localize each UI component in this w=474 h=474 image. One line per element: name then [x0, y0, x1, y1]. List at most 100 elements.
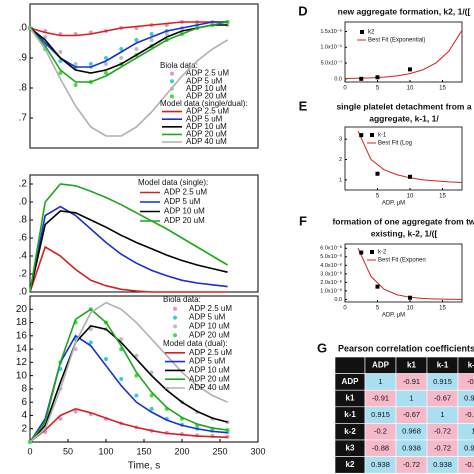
data-point	[164, 32, 169, 36]
legend-label: ADP 40 uM	[186, 137, 227, 146]
x-tick-label: 50	[63, 446, 73, 456]
y-tick-label: .9	[19, 53, 28, 64]
cell-value: 0.938	[433, 460, 452, 469]
cell-value: 0.968	[402, 427, 421, 436]
data-point	[58, 416, 63, 421]
legend-label: Best Fit (Exponen	[378, 258, 426, 264]
y-tick-label: .2	[19, 269, 28, 280]
x-tick-label: 200	[174, 446, 189, 456]
model-line	[29, 301, 228, 443]
plot-frame	[344, 21, 463, 83]
data-point	[134, 47, 139, 51]
y-tick-label: 1.0x10⁻⁶	[320, 44, 342, 51]
legend-label: ADP 5 uM	[189, 313, 226, 322]
model-line	[29, 27, 229, 137]
x-axis-label: ADP, μM	[382, 201, 405, 207]
legend-label: ADP 20 uM	[164, 216, 205, 225]
legend-label: ADP 2.5 uM	[186, 69, 229, 78]
plot-frame	[344, 126, 463, 191]
legend-label: ADP 10 uM	[164, 207, 205, 216]
data-point	[359, 76, 364, 81]
column-header: k1	[407, 360, 416, 369]
y-tick-label: 6.0x10⁻⁸	[320, 245, 342, 252]
model-line	[29, 407, 228, 443]
legend-marker	[370, 133, 374, 137]
legend-label: ADP 20 uM	[189, 330, 230, 339]
row-header: k3	[346, 443, 355, 452]
column-header: k-2	[468, 360, 474, 369]
y-tick-label: .0	[19, 287, 28, 298]
x-axis-label: Time, s	[128, 461, 160, 472]
y-tick-label: 0.0	[334, 297, 342, 303]
fit-line	[344, 29, 463, 80]
panel-letter: G	[317, 340, 327, 355]
legend-marker	[173, 324, 177, 329]
row-header: k2	[346, 460, 355, 469]
y-tick-label: 16	[16, 330, 28, 341]
cell-value: -0.2	[467, 377, 474, 386]
data-point	[408, 67, 412, 72]
legend-label: ADP 2.5 uM	[189, 304, 232, 313]
data-point	[73, 409, 78, 414]
data-point	[359, 250, 364, 255]
row-header: k-2	[344, 427, 356, 436]
legend-label: Best Fit (Log	[378, 141, 412, 147]
data-point	[58, 59, 63, 63]
cell-value: 1	[378, 377, 382, 386]
x-tick-label: 100	[98, 446, 113, 456]
data-point	[375, 75, 380, 80]
legend-label: ADP 20 uM	[186, 130, 227, 139]
data-point	[134, 38, 139, 42]
x-tick-label: 5	[376, 194, 380, 200]
panel-title: formation of one aggregate from tw	[332, 216, 474, 226]
legend-label: ADP 5 uM	[164, 197, 201, 206]
cell-value: -0.72	[465, 410, 474, 419]
legend-title: Model data (dual):	[163, 339, 227, 348]
data-point	[58, 71, 63, 75]
legend-title: Model data (single):	[138, 178, 208, 187]
y-tick-label: 4.0x10⁻⁸	[320, 262, 342, 269]
row-header: k-1	[344, 410, 356, 419]
data-point	[119, 376, 124, 381]
legend-label: ADP 5 uM	[186, 76, 223, 85]
model-line	[29, 308, 228, 443]
data-point	[149, 32, 154, 36]
data-point	[375, 171, 380, 176]
legend-label: ADP 5 uM	[189, 357, 226, 366]
legend-label: ADP 2.5 uM	[189, 348, 232, 357]
x-tick-label: 250	[212, 446, 227, 456]
y-tick-label: 18	[16, 317, 28, 328]
x-tick-label: 0	[27, 446, 32, 456]
column-header: ADP	[372, 360, 390, 369]
legend-marker	[170, 79, 174, 84]
panel-title: single platelet detachment from a	[336, 101, 471, 111]
y-tick-label: 6	[21, 397, 27, 408]
legend-label: ADP 2.5 uM	[186, 107, 229, 116]
legend-label: ADP 10 uM	[186, 122, 227, 131]
legend-label: ADP 40 uM	[189, 383, 230, 392]
row-header: k1	[346, 394, 355, 403]
y-tick-label: 5.0x10⁻⁷	[321, 60, 342, 67]
legend-marker	[170, 94, 174, 99]
y-tick-label: .7	[19, 113, 28, 124]
cell-value: -0.72	[403, 460, 420, 469]
legend-label: ADP 10 uM	[186, 84, 227, 93]
data-point	[134, 353, 139, 358]
y-tick-label: 3.0x10⁻⁸	[320, 270, 342, 277]
y-tick-label: 0.0	[334, 76, 342, 82]
legend-label: k2	[368, 30, 375, 36]
legend-marker	[360, 30, 364, 34]
data-point	[58, 50, 63, 54]
legend-title: Biola data:	[160, 61, 198, 70]
data-point	[73, 62, 78, 66]
data-point	[375, 284, 380, 289]
legend-label: ADP 2.5 uM	[164, 188, 207, 197]
fit-line	[357, 248, 463, 300]
data-point	[149, 38, 154, 42]
model-line	[29, 21, 228, 37]
y-tick-label: 10	[16, 370, 28, 381]
legend-label: k-1	[378, 133, 387, 139]
x-tick-label: 15	[439, 194, 446, 200]
x-tick-label: 0	[343, 86, 347, 92]
